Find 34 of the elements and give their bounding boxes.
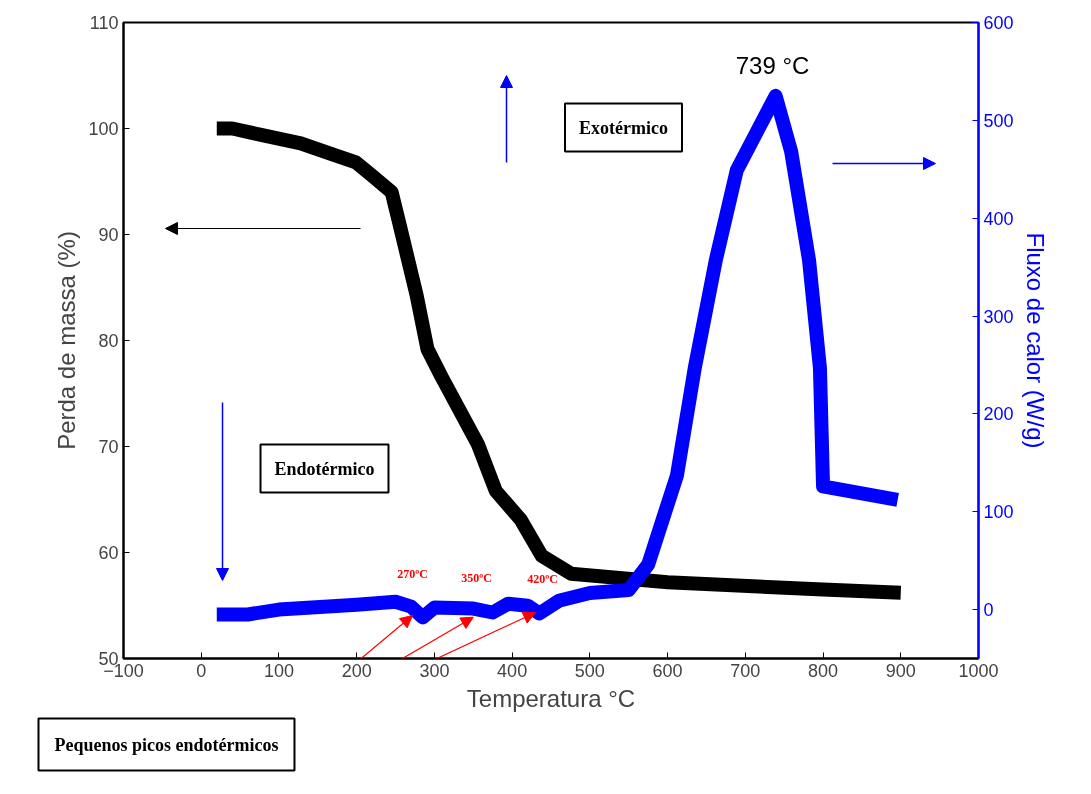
x-tick-label: 200 [341, 660, 372, 681]
annotation: Exotérmico [579, 117, 668, 138]
x-tick-label: 500 [574, 660, 605, 681]
x-tick-label: 400 [497, 660, 528, 681]
y-tick-label: 80 [98, 331, 119, 351]
annotation: 270ºC [397, 566, 428, 581]
x-axis-title: Temperatura °C [466, 684, 636, 712]
y2-tick-label: 400 [983, 208, 1014, 229]
y-tick-label: 70 [98, 437, 119, 457]
y2-tick-label: 500 [983, 110, 1014, 131]
y-tick-label: 60 [98, 543, 119, 563]
annotation: 420ºC [527, 571, 558, 586]
y-tick-label: 100 [88, 119, 119, 139]
y-axis-title: Perda de massa (%) [53, 231, 81, 450]
x-tick-label: 800 [808, 660, 839, 681]
x-tick-label: 300 [419, 660, 450, 681]
y2-tick-label: 300 [983, 306, 1014, 327]
x-tick-label: 900 [885, 660, 916, 681]
x-tick-label: 1000 [958, 660, 999, 681]
x-tick-label: 600 [652, 660, 683, 681]
y2-tick-label: 600 [983, 13, 1014, 33]
y2-tick-label: 200 [983, 404, 1014, 425]
y2-tick-label: 100 [983, 502, 1014, 523]
y-tick-label: 90 [98, 225, 119, 245]
x-tick-label: 100 [263, 660, 294, 681]
annotation: 739 °C [735, 52, 810, 79]
x-tick-label: 700 [730, 660, 761, 681]
y2-axis-title: Fluxo de calor (W/g) [1021, 232, 1049, 449]
x-tick-label: 0 [196, 660, 207, 681]
annotation: Pequenos picos endotérmicos [54, 734, 279, 755]
y-tick-label: 110 [89, 13, 119, 33]
annotation: Endotérmico [274, 458, 375, 479]
annotation: 350ºC [461, 570, 492, 585]
y2-tick-label: 0 [983, 600, 994, 621]
